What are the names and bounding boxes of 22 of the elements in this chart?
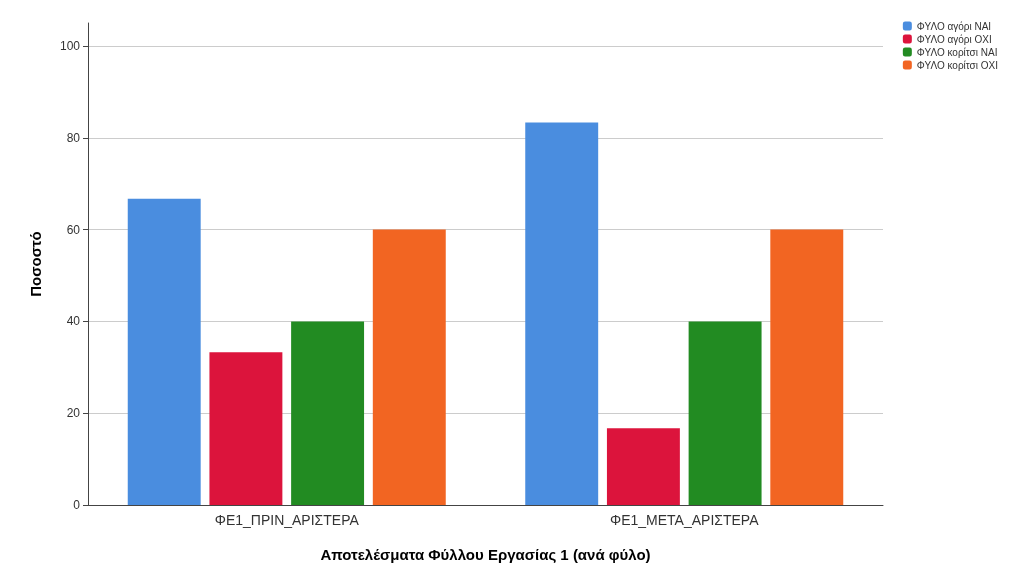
bar	[209, 352, 283, 505]
y-tick-label: 80	[66, 130, 81, 145]
legend-label: ΦΥΛΟ αγόρι ΟΧΙ	[916, 33, 992, 45]
bar	[525, 122, 599, 505]
bar	[372, 229, 446, 505]
bar	[688, 321, 762, 505]
legend-label: ΦΥΛΟ αγόρι ΝΑΙ	[916, 20, 992, 32]
bar	[291, 321, 365, 505]
x-axis-title: Αποτελέσματα Φύλλου Εργασίας 1 (ανά φύλο)	[320, 546, 651, 563]
bar	[606, 428, 680, 505]
y-tick-label: 100	[59, 38, 81, 53]
bar	[770, 229, 844, 505]
y-axis-title: Ποσοστό	[27, 231, 44, 297]
y-tick-label: 20	[66, 406, 81, 421]
x-tick-label: ΦΕ1_ΜΕΤΑ_ΑΡΙΣΤΕΡΑ	[610, 512, 760, 528]
legend-label: ΦΥΛΟ κορίτσι ΝΑΙ	[916, 46, 998, 58]
legend-label: ΦΥΛΟ κορίτσι ΟΧΙ	[916, 59, 998, 71]
bar	[127, 198, 201, 505]
y-tick-label: 40	[66, 314, 81, 329]
x-tick-label: ΦΕ1_ΠΡΙΝ_ΑΡΙΣΤΕΡΑ	[214, 512, 360, 528]
y-tick-label: 0	[73, 498, 81, 512]
y-tick-label: 60	[66, 222, 81, 237]
